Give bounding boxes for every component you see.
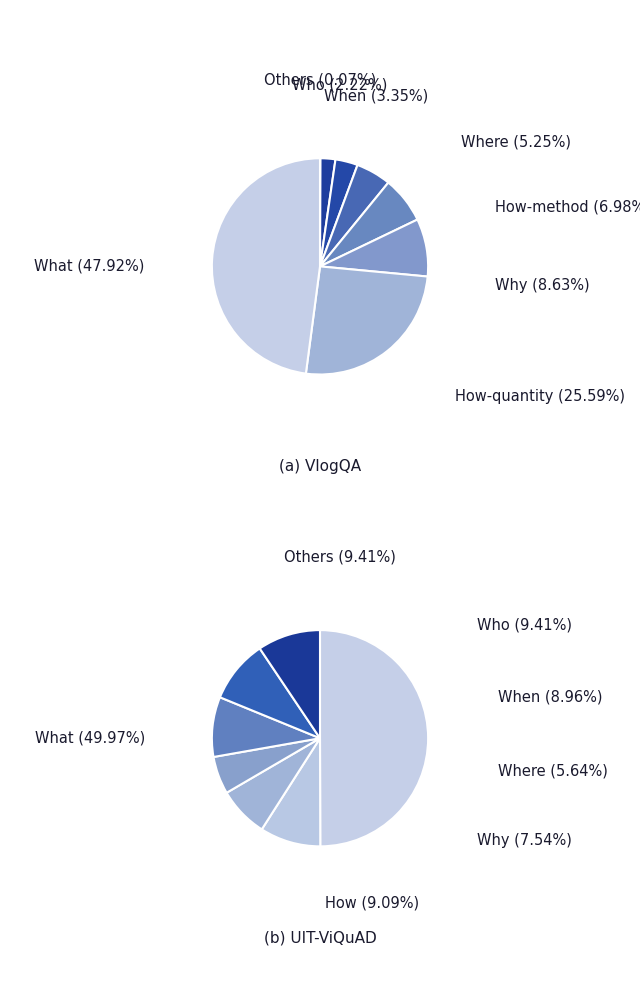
Text: Where (5.25%): Where (5.25%): [461, 135, 571, 149]
Wedge shape: [306, 266, 428, 375]
Text: (a) VlogQA: (a) VlogQA: [279, 459, 361, 474]
Wedge shape: [212, 158, 320, 374]
Text: How-method (6.98%): How-method (6.98%): [495, 200, 640, 214]
Wedge shape: [320, 165, 388, 266]
Text: Why (8.63%): Why (8.63%): [495, 278, 590, 293]
Wedge shape: [260, 630, 320, 738]
Wedge shape: [320, 219, 428, 276]
Text: Who (9.41%): Who (9.41%): [477, 617, 572, 632]
Wedge shape: [220, 649, 320, 738]
Text: What (47.92%): What (47.92%): [35, 259, 145, 274]
Text: Who (2.22%): Who (2.22%): [292, 78, 387, 92]
Wedge shape: [320, 630, 428, 846]
Text: How (9.09%): How (9.09%): [325, 896, 419, 910]
Wedge shape: [320, 159, 358, 266]
Text: Where (5.64%): Where (5.64%): [499, 763, 608, 779]
Wedge shape: [320, 158, 335, 266]
Text: What (49.97%): What (49.97%): [35, 730, 145, 746]
Text: When (3.35%): When (3.35%): [324, 88, 428, 103]
Text: Others (0.07%): Others (0.07%): [264, 73, 376, 87]
Wedge shape: [227, 738, 320, 830]
Text: Why (7.54%): Why (7.54%): [477, 834, 572, 848]
Wedge shape: [320, 183, 417, 266]
Text: (b) UIT-ViQuAD: (b) UIT-ViQuAD: [264, 931, 376, 946]
Text: When (8.96%): When (8.96%): [499, 690, 603, 705]
Wedge shape: [212, 697, 320, 757]
Text: Others (9.41%): Others (9.41%): [284, 549, 396, 564]
Wedge shape: [214, 738, 320, 792]
Text: How-quantity (25.59%): How-quantity (25.59%): [455, 388, 625, 404]
Wedge shape: [262, 738, 320, 846]
